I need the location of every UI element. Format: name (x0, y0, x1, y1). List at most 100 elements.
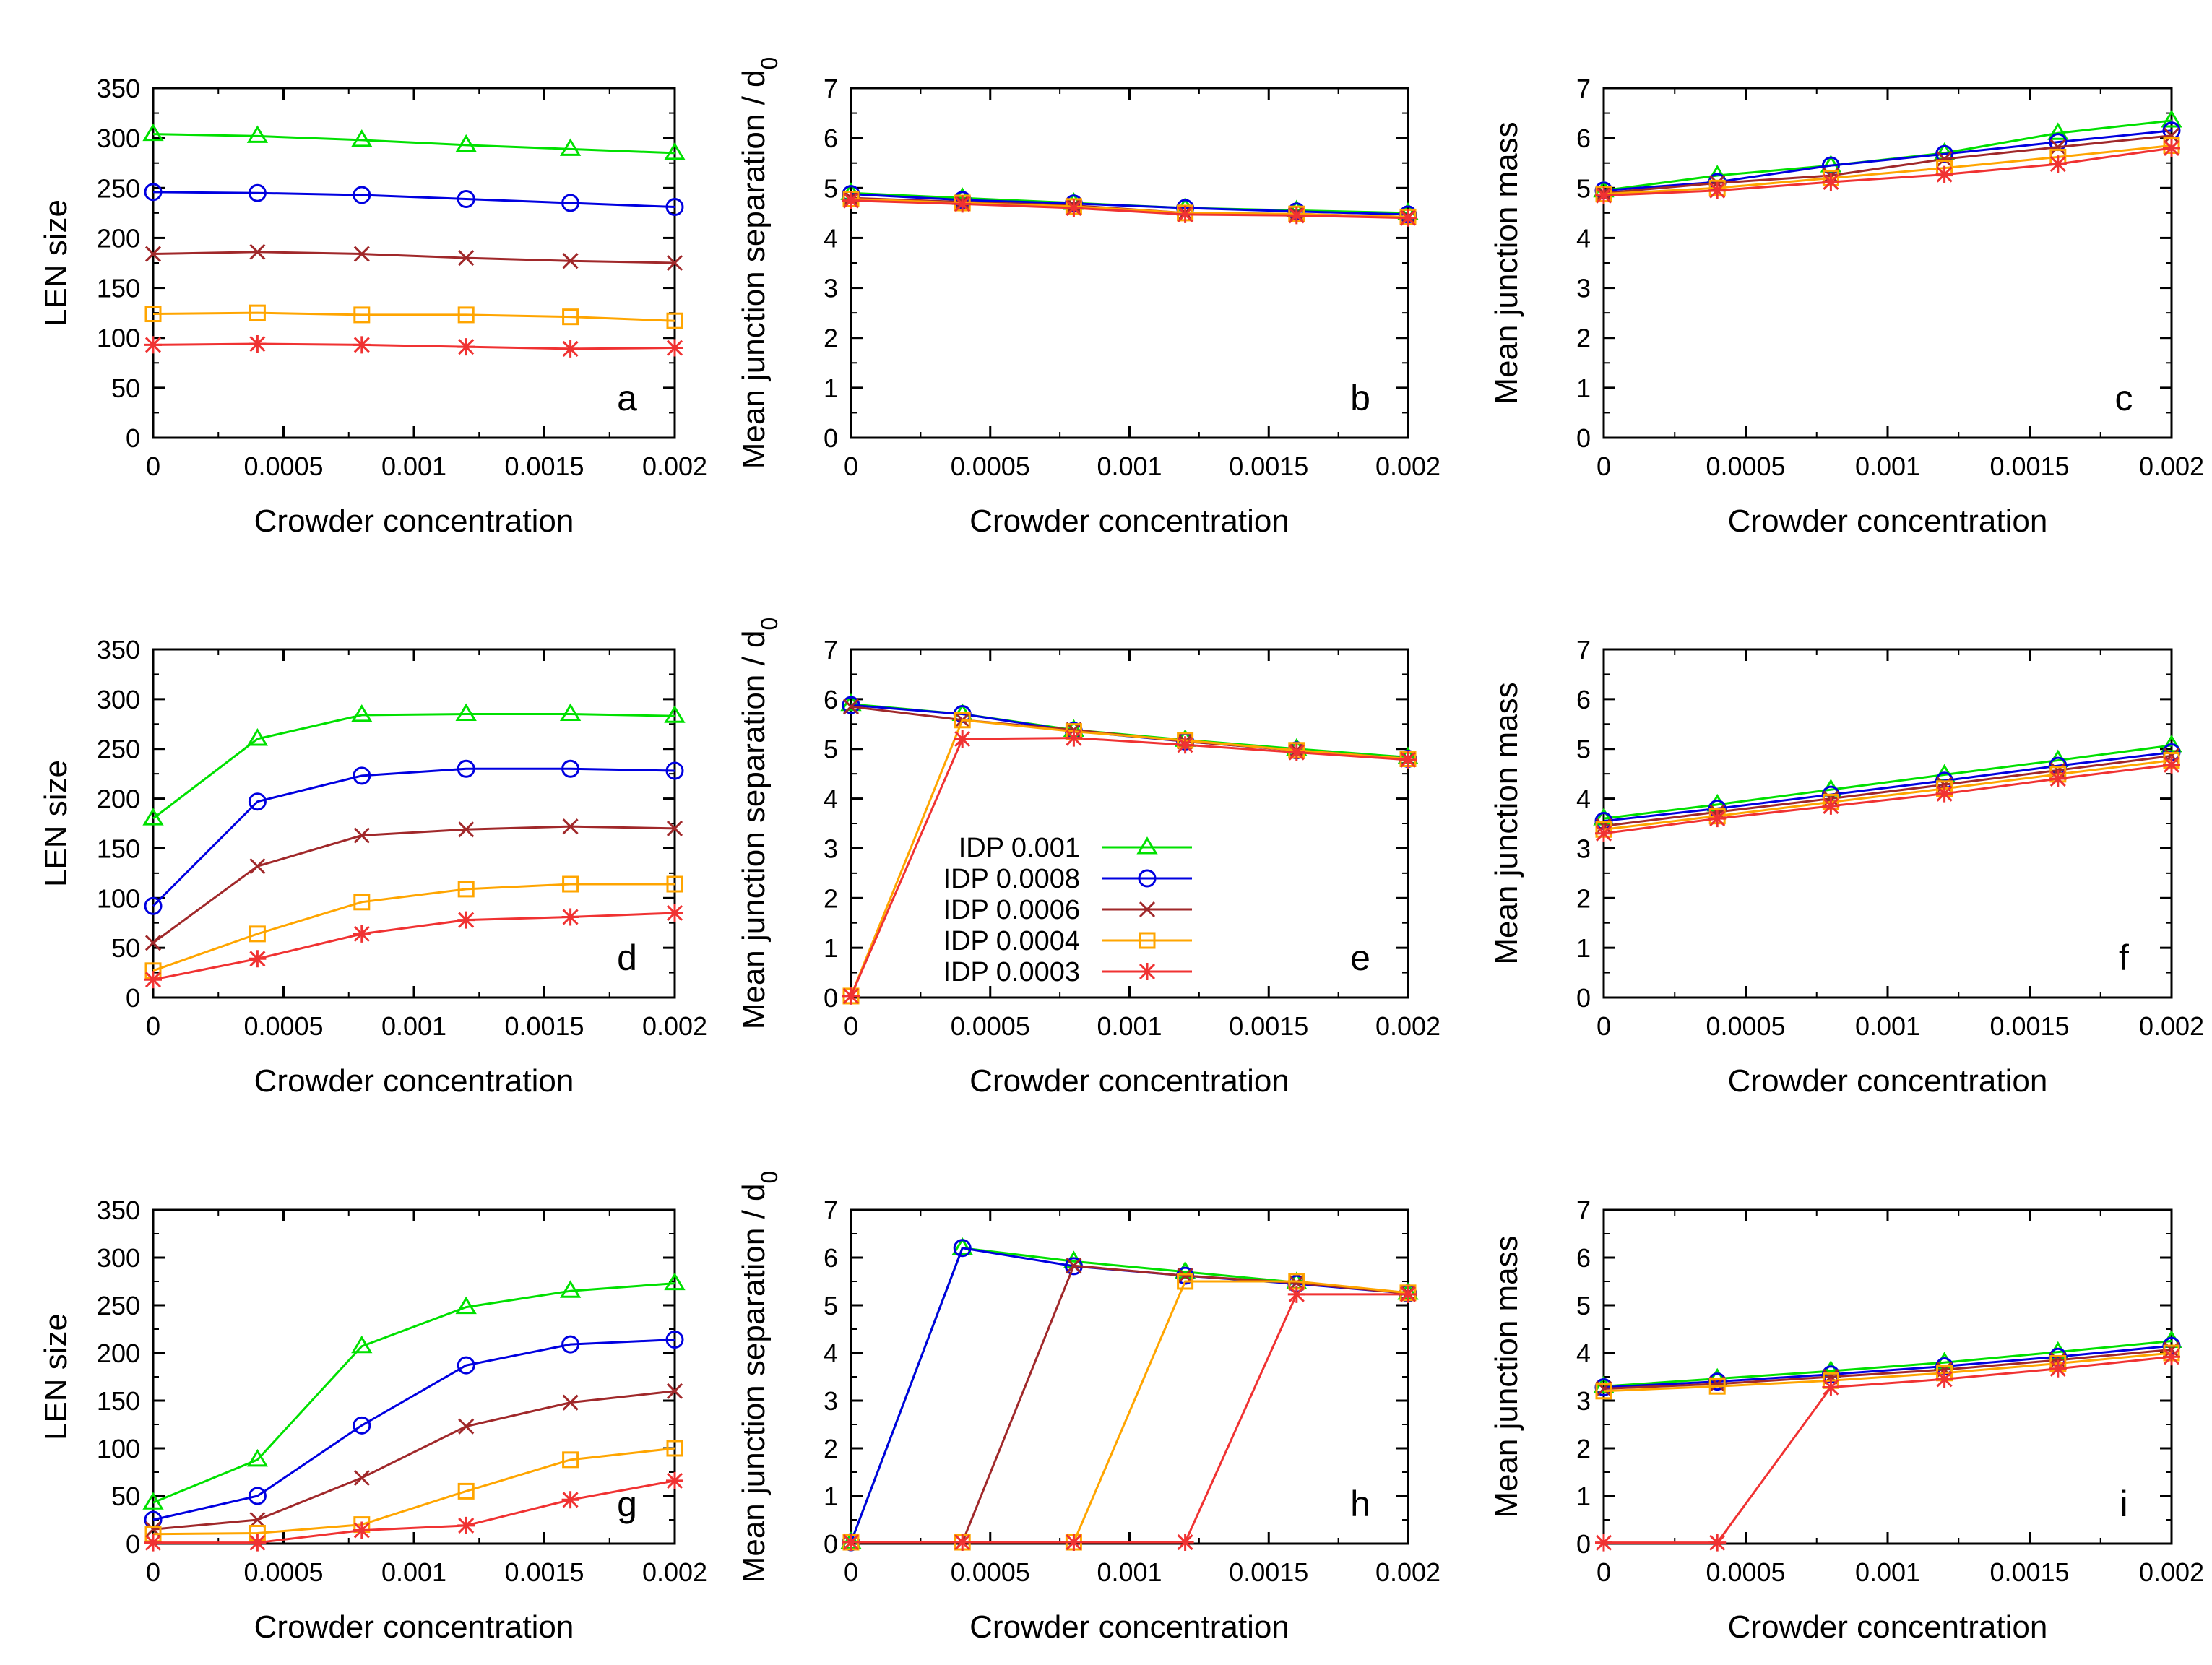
x-tick-label: 0 (844, 451, 858, 481)
x-axis-label: Crowder concentration (1728, 503, 2048, 539)
legend-label: IDP 0.001 (959, 833, 1080, 863)
data-point (954, 712, 971, 729)
series-IDP-0_0006 (144, 818, 683, 951)
data-point (351, 1335, 373, 1354)
data-point (666, 820, 683, 836)
series-IDP-0_0008 (144, 759, 684, 915)
series-line (152, 251, 675, 264)
data-point (665, 1331, 684, 1349)
x-tick-label: 0.0015 (1989, 1011, 2069, 1041)
y-tick-label: 7 (824, 1195, 838, 1225)
series-line (850, 193, 1409, 216)
data-point (1399, 751, 1417, 769)
series-line (1603, 144, 2172, 196)
series-line (152, 133, 675, 155)
y-tick-label: 150 (97, 834, 140, 863)
y-tick-label: 300 (97, 124, 140, 153)
data-point (1177, 1273, 1194, 1290)
series-line (152, 1390, 675, 1531)
x-tick-label: 0.001 (1855, 1557, 1920, 1587)
data-point (353, 1521, 371, 1539)
data-point (1936, 151, 1953, 168)
y-tick-label: 4 (824, 223, 838, 253)
panel-e: 0 1 2 3 4 5 6 7 0 0.0005 0.001 0.0015 0.002 Crowder c… (736, 618, 1440, 1099)
x-tick-label: 0.0005 (1706, 1011, 1785, 1041)
data-point (455, 1296, 477, 1315)
y-tick-label: 0 (824, 423, 838, 453)
data-point (144, 935, 162, 951)
plot-frame (850, 648, 1409, 999)
data-point (457, 881, 475, 898)
data-point (249, 925, 266, 943)
series-line (1603, 1352, 2172, 1393)
data-point (353, 306, 371, 324)
x-tick-label: 0.002 (2139, 451, 2204, 481)
data-point (2047, 122, 2069, 140)
data-point (458, 821, 475, 838)
x-tick-label: 0.0015 (1229, 451, 1308, 481)
panel-c: 0 1 2 3 4 5 6 7 0 0.0005 0.001 0.0015 0.002 Crowder c… (1489, 74, 2204, 539)
y-tick-label: 3 (1576, 1386, 1591, 1416)
x-tick-label: 0.0015 (504, 1557, 584, 1587)
data-point (353, 186, 371, 204)
data-point (2049, 139, 2066, 155)
data-point (142, 808, 164, 826)
x-tick-label: 0 (146, 1557, 160, 1587)
y-tick-label: 50 (111, 373, 140, 403)
series-IDP-0_0003 (144, 1471, 683, 1552)
y-tick-label: 3 (1576, 834, 1591, 863)
x-tick-label: 0.0005 (1706, 451, 1785, 481)
y-tick-label: 1 (824, 933, 838, 963)
data-point (842, 699, 860, 715)
legend-label: IDP 0.0006 (943, 895, 1080, 925)
series-IDP-0_001 (142, 1272, 686, 1510)
data-point (954, 730, 972, 748)
x-tick-label: 0.001 (1097, 1557, 1162, 1587)
data-point (1708, 810, 1727, 828)
series-IDP-0_0003 (1595, 1348, 2180, 1552)
series-line (1603, 764, 2172, 835)
series-line (1603, 751, 2172, 823)
data-point (954, 195, 972, 213)
panel-a: 0 50 100 150 200 250 300 350 0 0.0005 0.001 0.0015 0… (38, 74, 707, 539)
series-line (1603, 134, 2172, 194)
data-point (561, 1335, 580, 1354)
data-point (1176, 205, 1194, 223)
data-point (1822, 1378, 1840, 1396)
data-point (1399, 209, 1417, 227)
y-tick-label: 50 (111, 933, 140, 963)
y-tick-label: 5 (1576, 735, 1591, 764)
y-tick-label: 200 (97, 223, 140, 253)
x-tick-label: 0.001 (1855, 1011, 1920, 1041)
series-line (850, 737, 1409, 997)
panel-h: 0 1 2 3 4 5 6 7 0 0.0005 0.001 0.0015 0.002 Crowder c… (736, 1171, 1440, 1645)
x-tick-label: 0.001 (381, 451, 446, 481)
y-tick-label: 4 (824, 784, 838, 814)
legend-marker (1139, 901, 1156, 918)
data-point (666, 254, 683, 272)
y-tick-label: 2 (1576, 883, 1591, 913)
x-axis-label: Crowder concentration (969, 503, 1289, 539)
y-tick-label: 300 (97, 685, 140, 714)
data-point (562, 875, 579, 893)
panel-letter: d (617, 938, 637, 978)
y-tick-label: 0 (126, 983, 140, 1013)
x-tick-label: 0.0015 (1229, 1011, 1308, 1041)
y-tick-label: 3 (824, 274, 838, 303)
y-tick-label: 300 (97, 1243, 140, 1273)
y-tick-label: 150 (97, 274, 140, 303)
data-point (1595, 186, 1612, 204)
plot-frame (1602, 87, 2173, 439)
data-point (353, 1469, 370, 1486)
data-point (664, 142, 686, 160)
data-point (951, 1237, 973, 1255)
series-IDP-0_0006 (144, 243, 683, 272)
data-point (457, 1482, 475, 1500)
y-tick-label: 4 (824, 1339, 838, 1368)
series-line (1603, 754, 2172, 827)
y-tick-label: 250 (97, 1291, 140, 1320)
y-tick-label: 0 (1576, 1529, 1591, 1559)
series-IDP-0_0004 (144, 304, 683, 329)
x-tick-label: 0.0005 (243, 1557, 323, 1587)
x-tick-label: 0 (146, 451, 160, 481)
